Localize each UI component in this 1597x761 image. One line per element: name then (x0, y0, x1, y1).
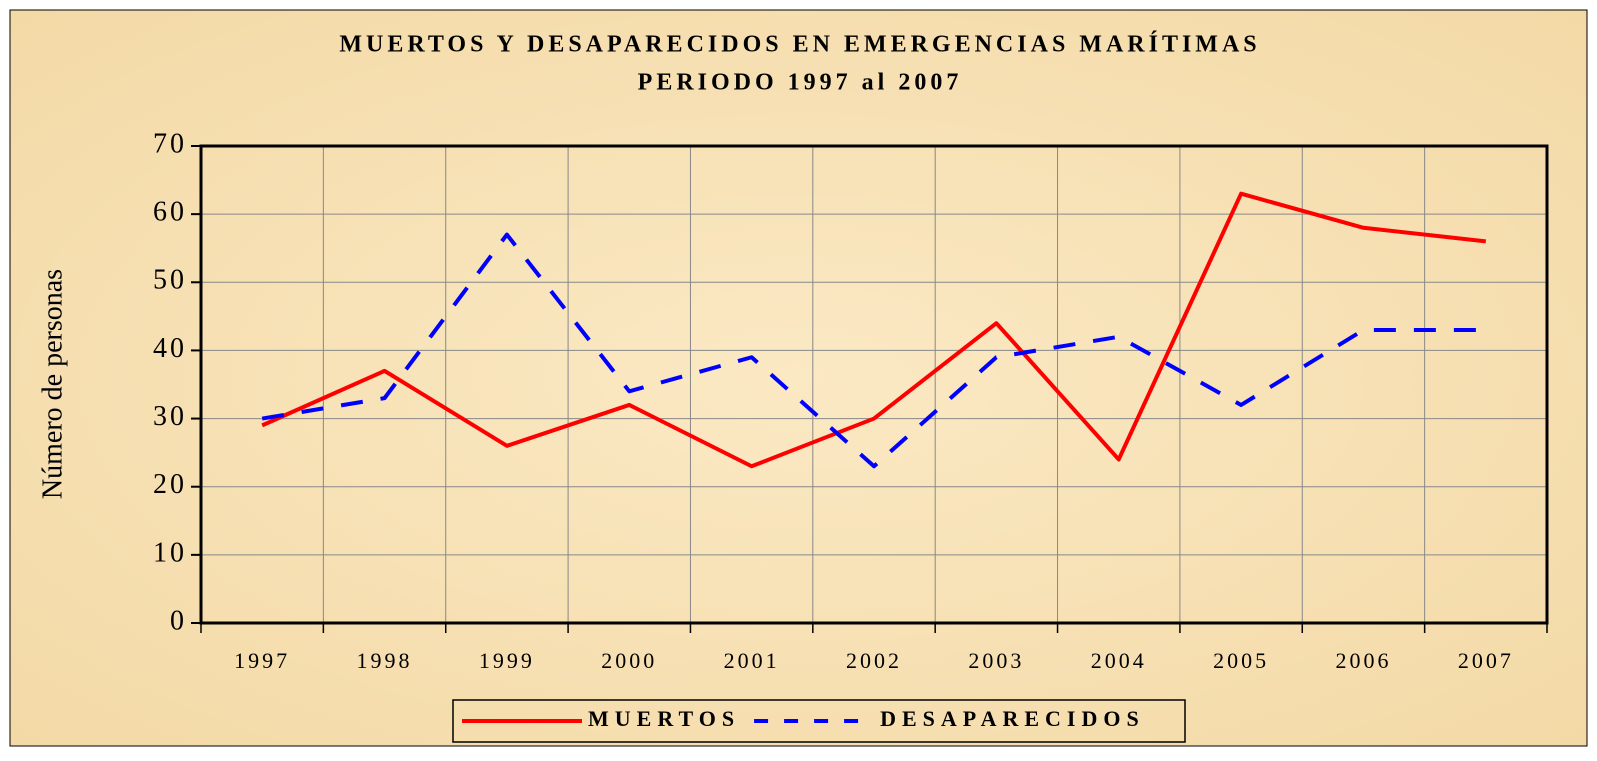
x-tick-label: 1997 (234, 648, 290, 673)
y-tick-label: 40 (153, 333, 187, 364)
x-tick-label: 1999 (479, 648, 535, 673)
legend-label: DESAPARECIDOS (880, 706, 1145, 731)
series-line (261, 232, 1486, 469)
grid: 0 10 20 30 40 50 60 70 1997 1998 1999 2000 2001 2002 2… (153, 128, 1548, 673)
x-tick-label: 2005 (1213, 648, 1269, 673)
legend-box (452, 699, 1186, 743)
chart-title: MUERTOS Y DESAPARECIDOS EN EMERGENCIAS M… (339, 32, 1260, 58)
y-tick-label: 10 (153, 537, 187, 568)
x-tick-label: 1998 (357, 648, 413, 673)
series-lines (261, 191, 1487, 469)
y-tick-label: 0 (170, 605, 187, 636)
y-tick-label: 70 (153, 128, 187, 159)
chart-background (9, 9, 1588, 747)
y-axis-label: Número de personas (37, 269, 68, 499)
x-tick-label: 2006 (1335, 648, 1391, 673)
y-tick-label: 50 (153, 265, 187, 296)
chart-subtitle: PERIODO 1997 al 2007 (638, 70, 963, 96)
x-tick-label: 2002 (846, 648, 902, 673)
x-tick-label: 2003 (968, 648, 1024, 673)
y-tick-label: 20 (153, 469, 187, 500)
x-tick-label: 2000 (601, 648, 657, 673)
legend-label: MUERTOS (588, 706, 740, 731)
legend: MUERTOS DESAPARECIDOS (462, 706, 1145, 731)
x-tick-label: 2001 (724, 648, 780, 673)
y-tick-label: 30 (153, 401, 187, 432)
plot-frame (199, 144, 1549, 625)
series-line (261, 191, 1487, 469)
x-tick-label: 2004 (1091, 648, 1147, 673)
x-tick-label: 2007 (1458, 648, 1514, 673)
y-tick-label: 60 (153, 197, 187, 228)
